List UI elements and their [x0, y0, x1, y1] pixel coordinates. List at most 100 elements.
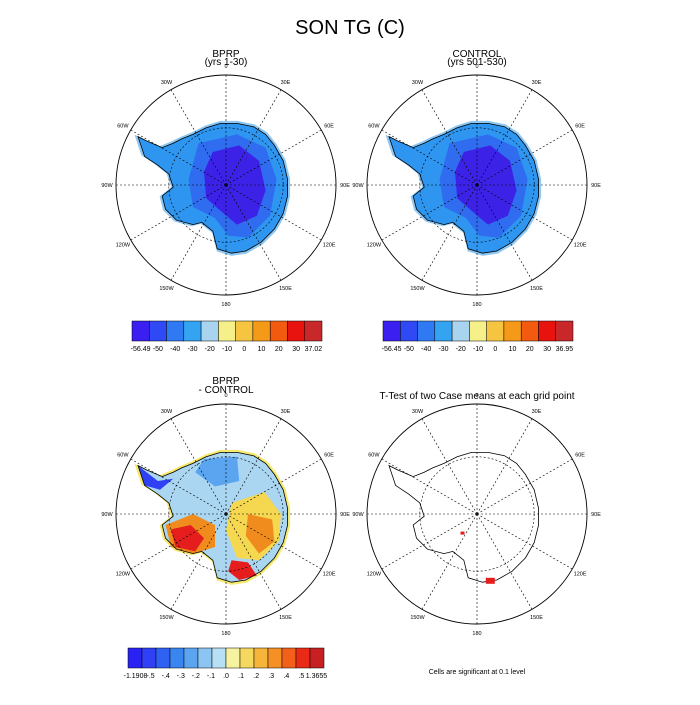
bprp-lon-label: 0: [224, 64, 227, 70]
diff-colorbar-label: -.3: [177, 673, 185, 680]
diff-lon-label: 30W: [161, 409, 173, 415]
diff-colorbar-swatch: [155, 647, 171, 669]
control-colorbar-label: -40: [421, 346, 431, 353]
control-colorbar-label: 36.95: [556, 346, 574, 353]
ttest-lon-label: 30W: [412, 409, 424, 415]
bprp-lon-label: 150W: [159, 286, 174, 292]
bprp-lon-label: 120E: [323, 243, 336, 249]
ttest-lon-label: 90W: [352, 512, 364, 518]
ttest-lon-label: 0: [475, 393, 478, 399]
ttest-significant-cell: [485, 577, 495, 584]
control-colorbar-swatch: [520, 320, 539, 342]
control-colorbar-label: 10: [509, 346, 517, 353]
diff-colorbar-label: 1.3655: [306, 673, 328, 680]
control-colorbar-label: -50: [404, 346, 414, 353]
diff-colorbar-swatch: [169, 647, 185, 669]
bprp-colorbar-label: 37.02: [305, 346, 323, 353]
ttest-meridian: [381, 458, 478, 515]
diff-colorbar-label: -.1: [207, 673, 215, 680]
bprp-map-frame: [115, 74, 337, 296]
diff-colorbar-swatch: [127, 647, 143, 669]
ttest-lon-label: 180: [472, 631, 481, 637]
bprp-lon-label: 90E: [340, 183, 350, 189]
ttest-meridian: [476, 458, 573, 515]
bprp-colorbar-swatch: [304, 320, 323, 342]
control-lon-label: 120W: [367, 243, 382, 249]
control-lon-label: 150W: [410, 286, 425, 292]
bprp-lon-label: 90W: [101, 183, 113, 189]
diff-map: 0 30E 60E 90E 120E 150E 180 150W 120W 90W 60W 30W: [101, 393, 350, 637]
control-colorbar-swatch: [434, 320, 453, 342]
control-colorbar: -56.45 -50 -40 -30 -20 -10 0 10 20 30 36.95: [382, 320, 574, 353]
bprp-colorbar-label: 0: [242, 346, 246, 353]
panel-control-title: CONTROL: [453, 49, 502, 60]
bprp-lon-label: 120W: [116, 243, 131, 249]
ttest-lon-label: 150W: [410, 615, 425, 621]
diff-map-frame: [115, 403, 337, 625]
diff-lon-label: 120W: [116, 572, 131, 578]
control-lon-label: 180: [472, 302, 481, 308]
diff-colorbar-label: -.4: [162, 673, 170, 680]
diff-colorbar-label: .1: [238, 673, 244, 680]
bprp-colorbar-swatch: [166, 320, 185, 342]
control-lon-label: 60W: [368, 124, 380, 130]
bprp-colorbar-swatch: [287, 320, 306, 342]
bprp-colorbar-label: -20: [205, 346, 215, 353]
ttest-meridian: [476, 513, 533, 610]
ttest-lon-label: 120W: [367, 572, 382, 578]
diff-lon-label: 30E: [281, 409, 291, 415]
control-lon-label: 0: [475, 64, 478, 70]
ttest-lon-label: 60E: [575, 453, 585, 459]
ttest-meridian: [381, 513, 478, 570]
panel-bprp-subtitle: (yrs 1-30): [205, 57, 248, 68]
diff-colorbar-label: .2: [253, 673, 259, 680]
diff-colorbar-label: .4: [283, 673, 289, 680]
control-colorbar-label: -20: [456, 346, 466, 353]
ttest-map: 0 30E 60E 90E 120E 150E 180 150W 120W 90W 60W 30W: [352, 393, 601, 637]
bprp-colorbar-label: -56.49: [131, 346, 151, 353]
diff-colorbar-label: -1.1908: [124, 673, 148, 680]
control-colorbar-label: 20: [526, 346, 534, 353]
panel-ttest-title: T-Test of two Case means at each grid po…: [379, 391, 574, 402]
diff-colorbar-swatch: [295, 647, 311, 669]
bprp-colorbar-swatch: [252, 320, 271, 342]
diff-wilkes-hot-region: [228, 560, 257, 580]
ttest-meridian: [476, 418, 533, 515]
control-lon-label: 30W: [412, 80, 424, 86]
diff-colorbar-swatch: [253, 647, 269, 669]
control-colorbar-swatch: [555, 320, 574, 342]
diff-dml-cool-region: [195, 456, 240, 487]
control-colorbar-swatch: [486, 320, 505, 342]
bprp-colorbar-swatch: [235, 320, 254, 342]
diff-colorbar-swatch: [239, 647, 255, 669]
control-lon-label: 60E: [575, 124, 585, 130]
ttest-significant-cell: [460, 531, 465, 535]
diff-lon-label: 180: [221, 631, 230, 637]
control-colorbar-swatch: [417, 320, 436, 342]
diff-colorbar-swatch: [211, 647, 227, 669]
diff-lon-label: 150E: [279, 615, 292, 621]
diff-colorbar-label: .3: [268, 673, 274, 680]
control-colorbar-swatch: [538, 320, 557, 342]
ttest-lon-label: 60W: [368, 453, 380, 459]
ttest-lon-label: 30E: [532, 409, 542, 415]
diff-lon-label: 60W: [117, 453, 129, 459]
map-panels: 0 30E 60E 90E 120E 150E 180 150W 120W 90W 60W 30W 0 3…: [101, 64, 601, 637]
diff-colorbar-label: .0: [223, 673, 229, 680]
control-lon-label: 90W: [352, 183, 364, 189]
bprp-lon-label: 30W: [161, 80, 173, 86]
diff-colorbar-label: .5: [298, 673, 304, 680]
control-colorbar-label: -30: [438, 346, 448, 353]
panel-control-subtitle: (yrs 501-530): [447, 57, 506, 68]
bprp-colorbar-swatch: [183, 320, 202, 342]
diff-colorbar-swatch: [225, 647, 241, 669]
ttest-coastline: [388, 452, 539, 583]
diff-colorbar: -1.1908 -.5 -.4 -.3 -.2 -.1 .0 .1 .2 .3 .4 .5 1.3655: [124, 647, 328, 680]
bprp-coastline: [137, 123, 288, 254]
bprp-lon-label: 150E: [279, 286, 292, 292]
diff-lon-label: 0: [224, 393, 227, 399]
figure-title: SON TG (C): [295, 17, 405, 39]
bprp-colorbar-label: 20: [275, 346, 283, 353]
bprp-colorbar: -56.49 -50 -40 -30 -20 -10 0 10 20 30 37.02: [131, 320, 323, 353]
